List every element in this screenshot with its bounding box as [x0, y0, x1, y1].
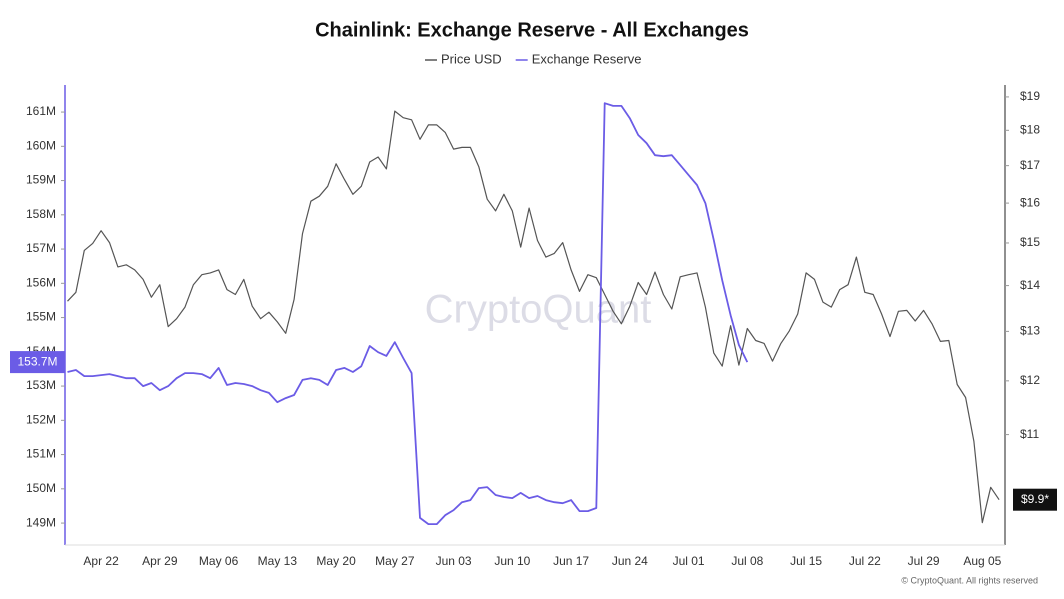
- y-tick-label: 157M: [26, 241, 56, 255]
- x-tick-label: Jun 17: [553, 554, 589, 568]
- x-tick-label: Apr 29: [142, 554, 178, 568]
- value-badge-label: $9.9*: [1021, 492, 1049, 506]
- y-tick-label: 150M: [26, 481, 56, 495]
- x-tick-label: Jul 22: [849, 554, 881, 568]
- y-tick-label: 160M: [26, 138, 56, 152]
- x-tick-label: May 06: [199, 554, 239, 568]
- legend-label: Price USD: [441, 51, 502, 66]
- y2-tick-label: $13: [1020, 324, 1040, 338]
- y2-tick-label: $19: [1020, 89, 1040, 103]
- value-badge: [10, 351, 65, 374]
- x-tick-label: Jun 24: [612, 554, 648, 568]
- x-tick-label: Jul 08: [731, 554, 763, 568]
- y-tick-label: 153M: [26, 378, 56, 392]
- value-badge-label: 153.7M: [17, 354, 57, 368]
- x-tick-label: Apr 22: [83, 554, 119, 568]
- y-tick-label: 159M: [26, 173, 56, 187]
- y2-tick-label: $14: [1020, 278, 1040, 292]
- y2-tick-label: $12: [1020, 373, 1040, 387]
- series-line: [67, 102, 749, 525]
- y2-tick-label: $17: [1020, 158, 1040, 172]
- y-tick-label: 161M: [26, 104, 56, 118]
- y-tick-label: 155M: [26, 310, 56, 324]
- x-tick-label: Jun 10: [494, 554, 530, 568]
- x-tick-label: May 13: [258, 554, 298, 568]
- y-tick-label: 158M: [26, 207, 56, 221]
- series-line: [67, 110, 1000, 524]
- x-tick-label: Jun 03: [436, 554, 472, 568]
- x-tick-label: Jul 15: [790, 554, 822, 568]
- y-tick-label: 156M: [26, 275, 56, 289]
- watermark: CryptoQuant: [425, 288, 652, 332]
- y2-tick-label: $16: [1020, 195, 1040, 209]
- x-tick-label: Jul 29: [908, 554, 940, 568]
- footer: © CryptoQuant. All rights reserved: [901, 575, 1038, 585]
- y-tick-label: 152M: [26, 412, 56, 426]
- y-tick-label: 151M: [26, 447, 56, 461]
- chart-title: Chainlink: Exchange Reserve - All Exchan…: [315, 19, 749, 41]
- x-tick-label: May 27: [375, 554, 415, 568]
- y2-tick-label: $15: [1020, 235, 1040, 249]
- value-badge: [1013, 488, 1057, 511]
- x-tick-label: Jul 01: [673, 554, 705, 568]
- x-tick-label: May 20: [316, 554, 356, 568]
- y2-tick-label: $11: [1020, 427, 1039, 441]
- legend-label: Exchange Reserve: [532, 51, 642, 66]
- y-tick-label: 149M: [26, 515, 56, 529]
- x-tick-label: Aug 05: [963, 554, 1001, 568]
- y2-tick-label: $18: [1020, 122, 1040, 136]
